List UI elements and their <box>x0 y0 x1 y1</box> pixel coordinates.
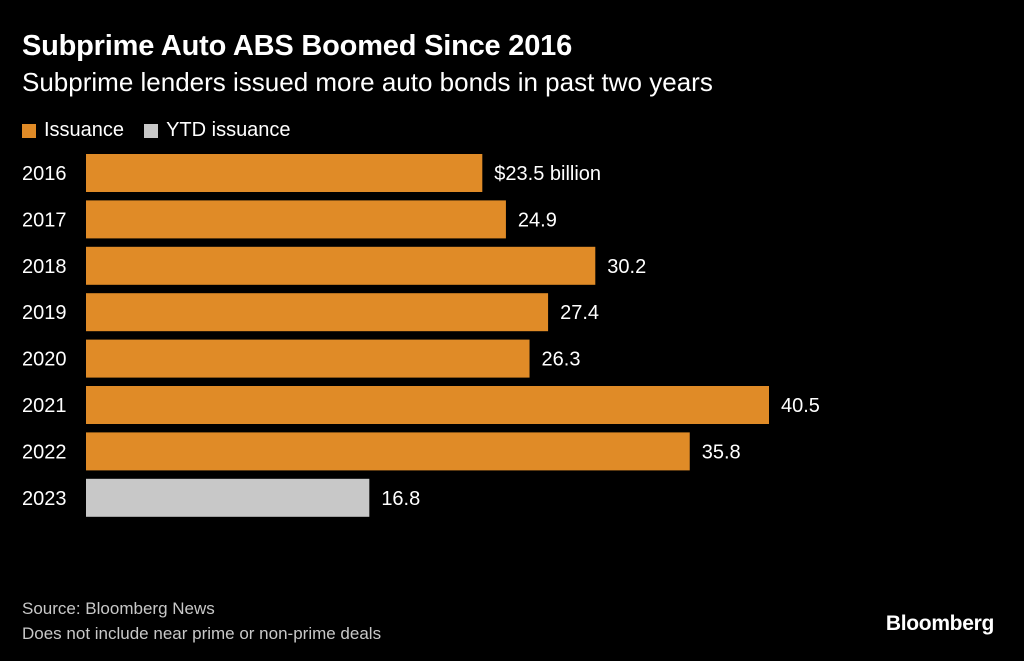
category-label-2016: 2016 <box>22 163 67 185</box>
bar-2022 <box>86 432 690 471</box>
legend-item-issuance: Issuance <box>22 119 124 142</box>
category-label-2019: 2019 <box>22 302 67 324</box>
bar-2023 <box>86 478 370 517</box>
value-label-2019: 27.4 <box>560 302 599 324</box>
bar-2019 <box>86 293 549 332</box>
category-label-2022: 2022 <box>22 441 67 463</box>
bloomberg-logo: Bloomberg <box>885 612 994 635</box>
legend: Issuance YTD issuance <box>22 119 311 142</box>
bar-2016 <box>86 154 483 192</box>
category-label-2017: 2017 <box>22 209 67 231</box>
value-label-2017: 24.9 <box>518 209 557 231</box>
category-label-2023: 2023 <box>22 488 67 510</box>
chart-subtitle: Subprime lenders issued more auto bonds … <box>22 67 713 97</box>
chart-title: Subprime Auto ABS Boomed Since 2016 <box>22 30 573 62</box>
value-label-2020: 26.3 <box>542 349 581 371</box>
bar-2018 <box>86 246 596 285</box>
category-label-2021: 2021 <box>22 395 67 417</box>
value-label-2018: 30.2 <box>607 256 646 278</box>
bar-2021 <box>86 386 769 424</box>
source-note: Source: Bloomberg News <box>22 599 215 618</box>
category-label-2018: 2018 <box>22 256 67 278</box>
legend-swatch-issuance <box>22 123 36 138</box>
legend-item-ytd-issuance: YTD issuance <box>144 119 291 142</box>
value-label-2021: 40.5 <box>781 395 820 417</box>
value-label-2022: 35.8 <box>702 441 741 463</box>
legend-label-issuance: Issuance <box>44 119 125 141</box>
exclusion-note: Does not include near prime or non-prime… <box>22 624 382 643</box>
category-label-2020: 2020 <box>22 349 67 371</box>
legend-label-ytd-issuance: YTD issuance <box>166 119 291 141</box>
value-label-2023: 16.8 <box>381 488 420 510</box>
footer: Source: Bloomberg News Does not include … <box>22 596 381 646</box>
bar-2017 <box>86 200 506 239</box>
value-label-2016: $23.5 billion <box>494 163 601 185</box>
bar-2020 <box>86 339 530 378</box>
legend-swatch-ytd-issuance <box>144 123 159 138</box>
